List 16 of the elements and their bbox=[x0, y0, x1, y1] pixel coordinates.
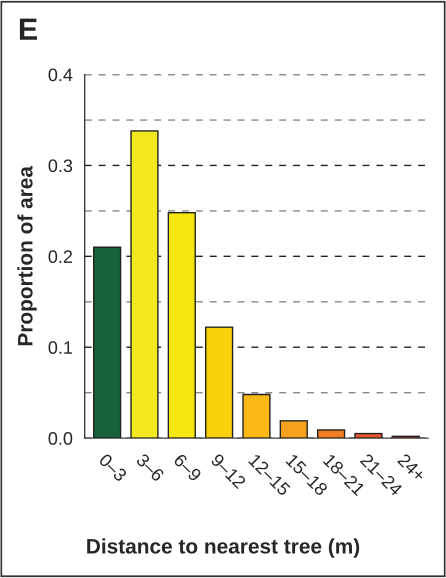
y-tick-label: 0.2 bbox=[48, 250, 72, 264]
x-tick-label: 3–6 bbox=[136, 452, 165, 482]
y-tick-label: 0.3 bbox=[48, 159, 72, 172]
x-tick-label: 6–9 bbox=[173, 453, 202, 482]
x-axis-title: Distance to nearest tree (m) bbox=[87, 538, 360, 558]
y-axis-title: Proportion of area bbox=[17, 166, 37, 346]
bar bbox=[354, 432, 383, 438]
y-tick-label: 0.4 bbox=[48, 68, 72, 82]
bar bbox=[316, 429, 346, 438]
chart-title: E bbox=[20, 18, 38, 40]
bar bbox=[204, 326, 234, 438]
bar bbox=[280, 420, 308, 438]
y-tick-label: 0.1 bbox=[48, 341, 72, 354]
y-tick-label: 0.0 bbox=[48, 432, 72, 445]
bar bbox=[242, 394, 271, 438]
x-tick-label: 0–3 bbox=[98, 452, 128, 482]
